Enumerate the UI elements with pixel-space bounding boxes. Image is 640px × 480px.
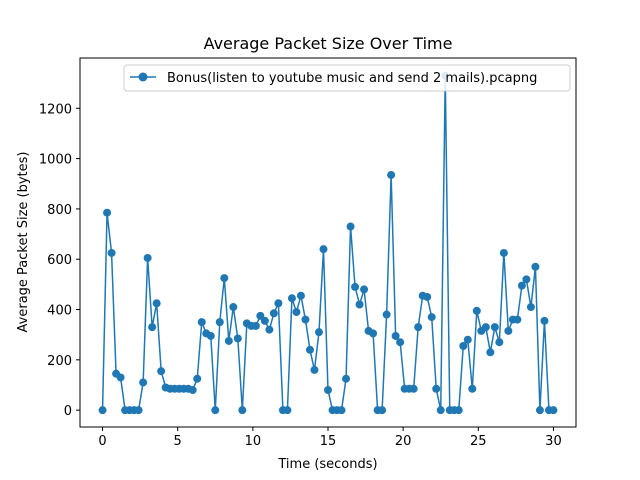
data-point <box>499 248 508 257</box>
data-point <box>238 406 247 415</box>
data-point <box>346 222 355 231</box>
x-tick-label: 25 <box>470 434 487 449</box>
data-point <box>337 406 346 415</box>
legend: Bonus(listen to youtube music and send 2… <box>123 64 571 92</box>
y-tick-label: 600 <box>47 253 72 268</box>
data-point <box>148 323 157 332</box>
y-tick-label: 800 <box>47 203 72 218</box>
data-point <box>139 378 148 387</box>
data-point <box>157 367 166 376</box>
data-point <box>310 365 319 374</box>
data-point <box>211 406 220 415</box>
data-point <box>391 331 400 340</box>
data-point <box>319 245 328 254</box>
data-point <box>414 323 423 332</box>
data-point <box>531 262 540 271</box>
data-point <box>233 334 242 343</box>
data-point <box>382 310 391 319</box>
data-point <box>522 275 531 284</box>
data-point <box>314 328 323 337</box>
data-point <box>260 316 269 325</box>
y-tick-label: 1200 <box>39 102 72 117</box>
y-tick-label: 400 <box>47 304 72 319</box>
data-point <box>468 384 477 393</box>
x-tick-label: 10 <box>245 434 262 449</box>
data-point <box>526 303 535 312</box>
data-point <box>269 309 278 318</box>
data-point <box>197 318 206 327</box>
x-axis-label: Time (seconds) <box>277 457 377 472</box>
data-point <box>396 338 405 347</box>
data-point <box>152 299 161 308</box>
data-point <box>342 374 351 383</box>
y-tick-label: 0 <box>64 404 72 419</box>
legend-marker-swatch <box>138 72 148 82</box>
data-point <box>504 326 513 335</box>
data-point <box>369 329 378 338</box>
data-point <box>495 338 504 347</box>
data-point <box>103 208 112 217</box>
data-point <box>251 321 260 330</box>
x-tick-label: 0 <box>98 434 106 449</box>
series-layer <box>98 71 558 415</box>
data-point <box>463 335 472 344</box>
data-point <box>292 308 301 317</box>
data-point <box>427 313 436 322</box>
data-point <box>459 342 468 351</box>
data-point <box>229 303 238 312</box>
data-point <box>432 384 441 393</box>
data-point <box>351 282 360 291</box>
data-point <box>188 386 197 395</box>
data-point <box>472 306 481 315</box>
data-point <box>535 406 544 415</box>
data-point <box>423 292 432 301</box>
y-tick-label: 200 <box>47 354 72 369</box>
data-point <box>409 384 418 393</box>
data-point <box>324 386 332 395</box>
series-line <box>101 74 554 411</box>
data-point <box>540 316 549 325</box>
data-point <box>215 318 224 327</box>
legend-label: Bonus(listen to youtube music and send 2… <box>167 71 537 86</box>
data-point <box>549 406 558 415</box>
legend-box <box>123 64 571 92</box>
data-point <box>387 170 396 179</box>
data-point <box>193 374 202 383</box>
data-point <box>220 274 229 283</box>
data-point <box>287 294 296 303</box>
data-point <box>490 323 499 332</box>
data-point <box>454 406 463 415</box>
data-point <box>283 406 292 415</box>
x-tick-label: 30 <box>545 434 562 449</box>
data-point <box>224 336 233 345</box>
data-point <box>517 281 526 290</box>
data-point <box>116 373 125 382</box>
chart-title: Average Packet Size Over Time <box>204 34 453 53</box>
data-point <box>98 406 107 415</box>
data-point <box>305 345 314 354</box>
y-axis: 0 200 400 600 800 1000 1200 <box>39 102 80 419</box>
data-point <box>513 315 522 324</box>
data-point <box>206 331 215 340</box>
x-tick-label: 5 <box>174 434 182 449</box>
x-tick-label: 15 <box>320 434 337 449</box>
data-point <box>481 323 490 332</box>
data-point <box>107 248 116 257</box>
data-point <box>296 291 305 300</box>
data-point <box>265 325 274 334</box>
data-point <box>274 299 283 308</box>
y-axis-label: Average Packet Size (bytes) <box>16 152 31 333</box>
data-point <box>378 406 387 415</box>
data-point <box>486 348 495 357</box>
data-point <box>143 253 152 262</box>
data-point <box>134 406 143 415</box>
data-point <box>436 406 445 415</box>
y-tick-label: 1000 <box>39 153 72 168</box>
x-tick-label: 20 <box>395 434 412 449</box>
x-axis: 0 5 10 15 20 25 30 <box>98 427 562 449</box>
data-point <box>301 315 310 324</box>
data-point <box>355 300 364 309</box>
data-point <box>360 285 369 294</box>
